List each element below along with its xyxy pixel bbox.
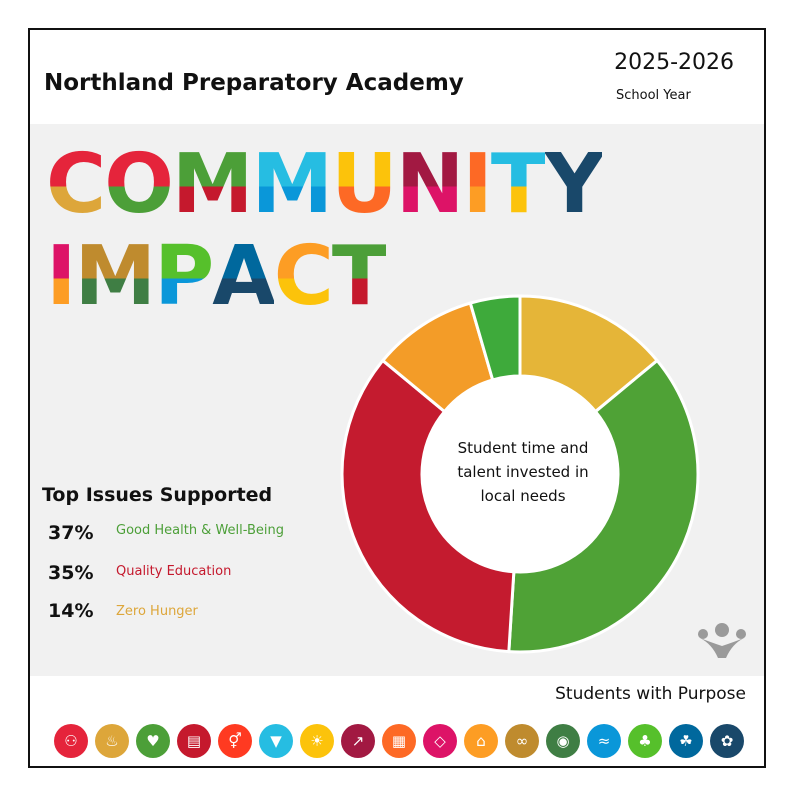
school-year: 2025-2026 [614,50,734,75]
donut-center-label: Student time and talent invested in loca… [433,436,613,508]
issues-heading: Top Issues Supported [42,484,273,506]
cubes-icon: ▦ [382,724,416,758]
donut-slice [468,294,522,382]
fish-icon: ≈ [587,724,621,758]
title-letter: T [331,229,388,324]
title-letter: A [212,229,275,324]
title-letter: M [171,137,254,232]
title-letter: Y [544,137,604,232]
issue-percent: 14% [48,600,94,622]
equality-icon: ◇ [423,724,457,758]
title-letter: I [46,229,76,324]
issue-percent: 37% [48,522,94,544]
school-name: Northland Preparatory Academy [44,70,464,96]
donut-slice [507,358,700,654]
donut-chart [340,294,700,654]
title-letter: U [331,137,398,232]
title-line-impact: IMPACT [46,229,388,324]
donut-slice [340,358,516,654]
city-icon: ⌂ [464,724,498,758]
issue-label: Quality Education [116,564,232,579]
title-letter: M [74,229,157,324]
book-icon: ▤ [177,724,211,758]
title-letter: C [273,229,334,324]
donut-hole [423,377,617,571]
center-line: Student time and [457,439,589,457]
content-band: COMMUNITY IMPACT Top Issues Supported 37… [30,124,764,676]
infographic-frame: Northland Preparatory Academy 2025-2026 … [28,28,766,768]
title-letter: M [251,137,334,232]
infinity-icon: ∞ [505,724,539,758]
center-line: talent invested in [457,463,589,481]
sun-icon: ☀ [300,724,334,758]
title-letter: I [462,137,492,232]
title-letter: T [490,137,547,232]
issue-label: Good Health & Well-Being [116,523,285,538]
issue-label: Zero Hunger [116,604,198,619]
tagline: Students with Purpose [555,684,746,704]
bowl-icon: ♨ [95,724,129,758]
issue-percent: 35% [48,562,94,584]
people-icon: ⚇ [54,724,88,758]
organization-logo-icon [698,623,746,658]
tree-icon: ♣ [628,724,662,758]
title-letter: C [46,137,106,232]
school-year-label: School Year [616,88,691,103]
dove-icon: ☘ [669,724,703,758]
gender-icon: ⚥ [218,724,252,758]
center-line: local needs [480,487,566,505]
title-line-community: COMMUNITY [46,137,604,232]
eye-globe-icon: ◉ [546,724,580,758]
water-drop-icon: ▼ [259,724,293,758]
title-letter: O [104,137,174,232]
heartbeat-icon: ♥ [136,724,170,758]
growth-chart-icon: ↗ [341,724,375,758]
flower-rings-icon: ✿ [710,724,744,758]
title-letter: N [395,137,465,232]
title-letter: P [154,229,214,324]
